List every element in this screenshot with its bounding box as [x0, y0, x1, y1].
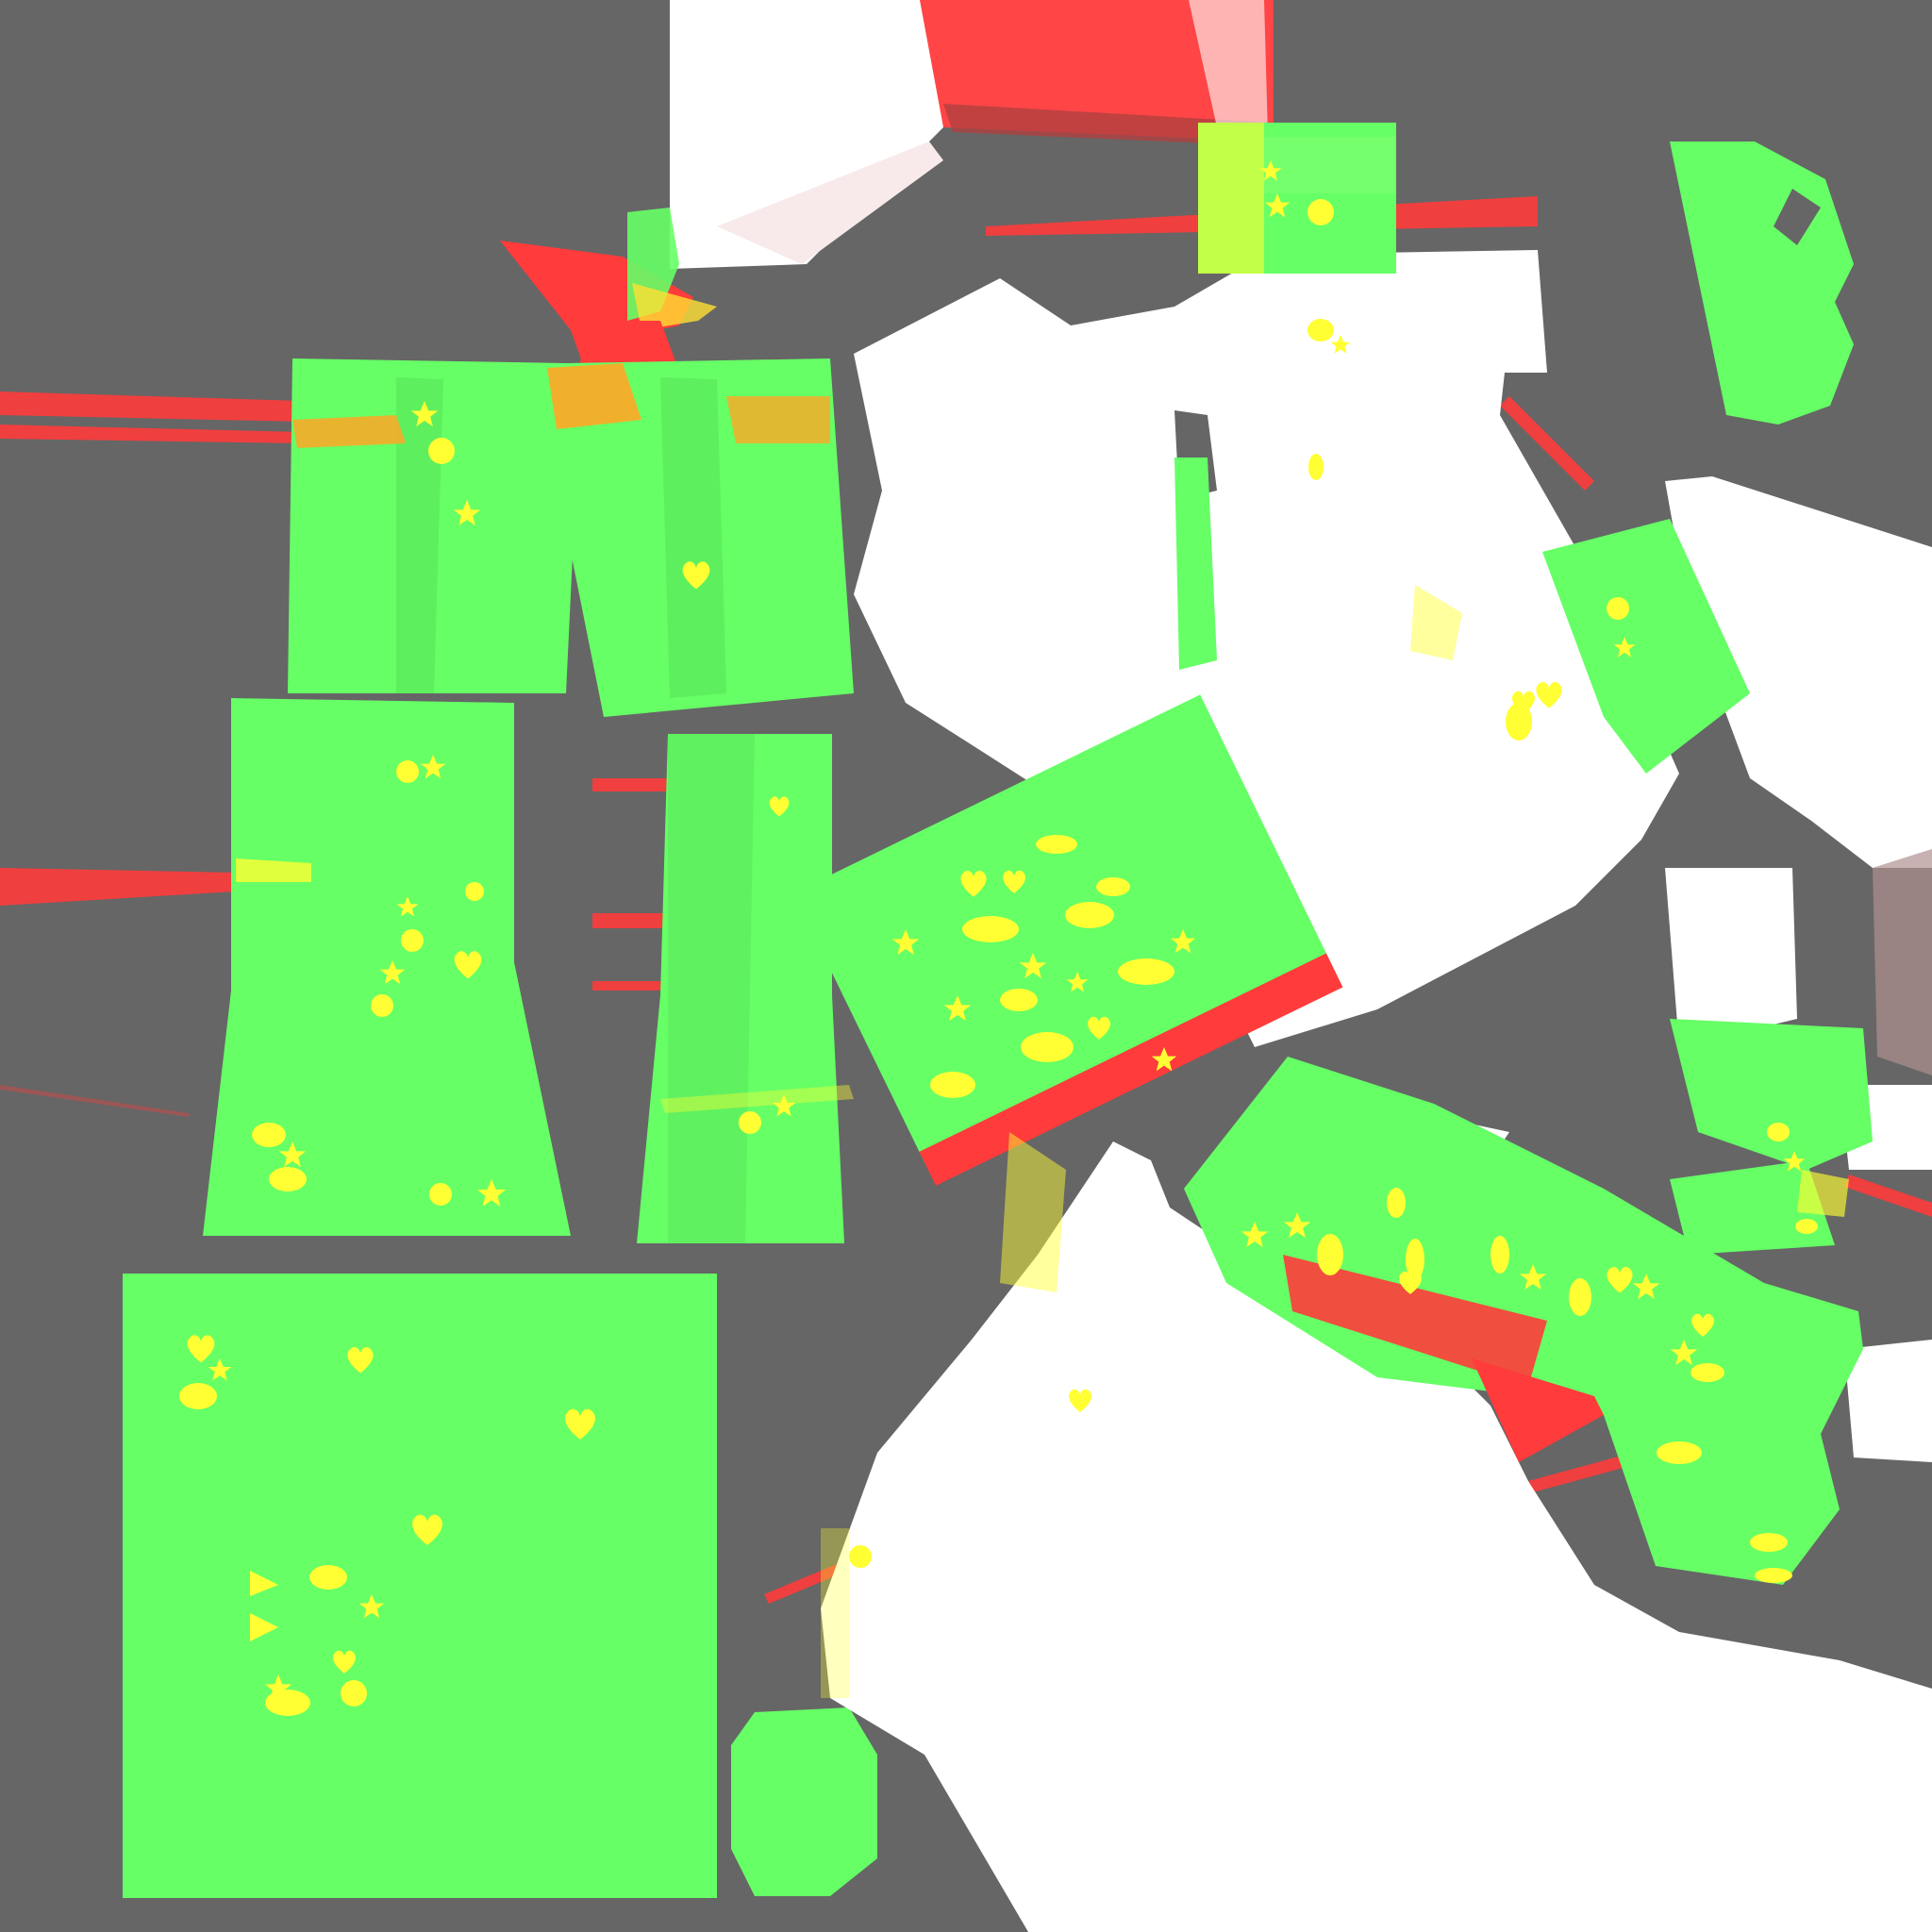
texture-bleed — [236, 585, 1849, 1698]
cuff-bottom — [1670, 1019, 1873, 1255]
shirt-white-right — [1665, 476, 1932, 1462]
shorts-front — [288, 358, 854, 717]
side-strip — [1174, 458, 1217, 670]
leg-right — [637, 734, 844, 1243]
collar-side-piece — [1670, 142, 1854, 425]
leg-left — [203, 698, 571, 1236]
sleeve-left — [792, 694, 1343, 1186]
red-streaks — [0, 196, 1932, 1604]
pattern-shapes — [179, 160, 1818, 1716]
collar-white-top — [670, 0, 943, 269]
shirt-white-lower — [821, 1141, 1932, 1932]
pocket-round — [731, 1707, 877, 1896]
collar-top — [1198, 123, 1396, 274]
cuff-right — [1542, 519, 1750, 774]
collar-red-top — [920, 0, 1274, 170]
back-panel — [123, 1274, 717, 1898]
